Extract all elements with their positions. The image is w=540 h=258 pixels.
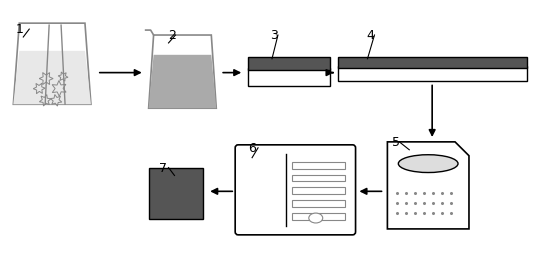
FancyBboxPatch shape — [235, 145, 355, 235]
Bar — [148, 168, 204, 219]
Bar — [248, 68, 330, 86]
Polygon shape — [14, 51, 91, 104]
Text: 5: 5 — [393, 136, 400, 149]
Text: 2: 2 — [168, 29, 177, 42]
Bar — [248, 57, 330, 70]
FancyBboxPatch shape — [292, 200, 345, 207]
FancyBboxPatch shape — [292, 174, 345, 181]
Bar — [338, 66, 526, 80]
Polygon shape — [148, 55, 217, 108]
Text: 4: 4 — [367, 29, 374, 42]
Ellipse shape — [399, 155, 458, 173]
FancyBboxPatch shape — [292, 187, 345, 194]
Bar — [338, 57, 526, 68]
Text: 7: 7 — [159, 162, 166, 175]
FancyBboxPatch shape — [292, 213, 345, 220]
Text: 1: 1 — [15, 23, 23, 36]
FancyBboxPatch shape — [292, 162, 345, 168]
Text: 3: 3 — [270, 29, 278, 42]
Polygon shape — [387, 142, 469, 229]
Ellipse shape — [309, 213, 323, 223]
Text: 6: 6 — [248, 142, 256, 155]
